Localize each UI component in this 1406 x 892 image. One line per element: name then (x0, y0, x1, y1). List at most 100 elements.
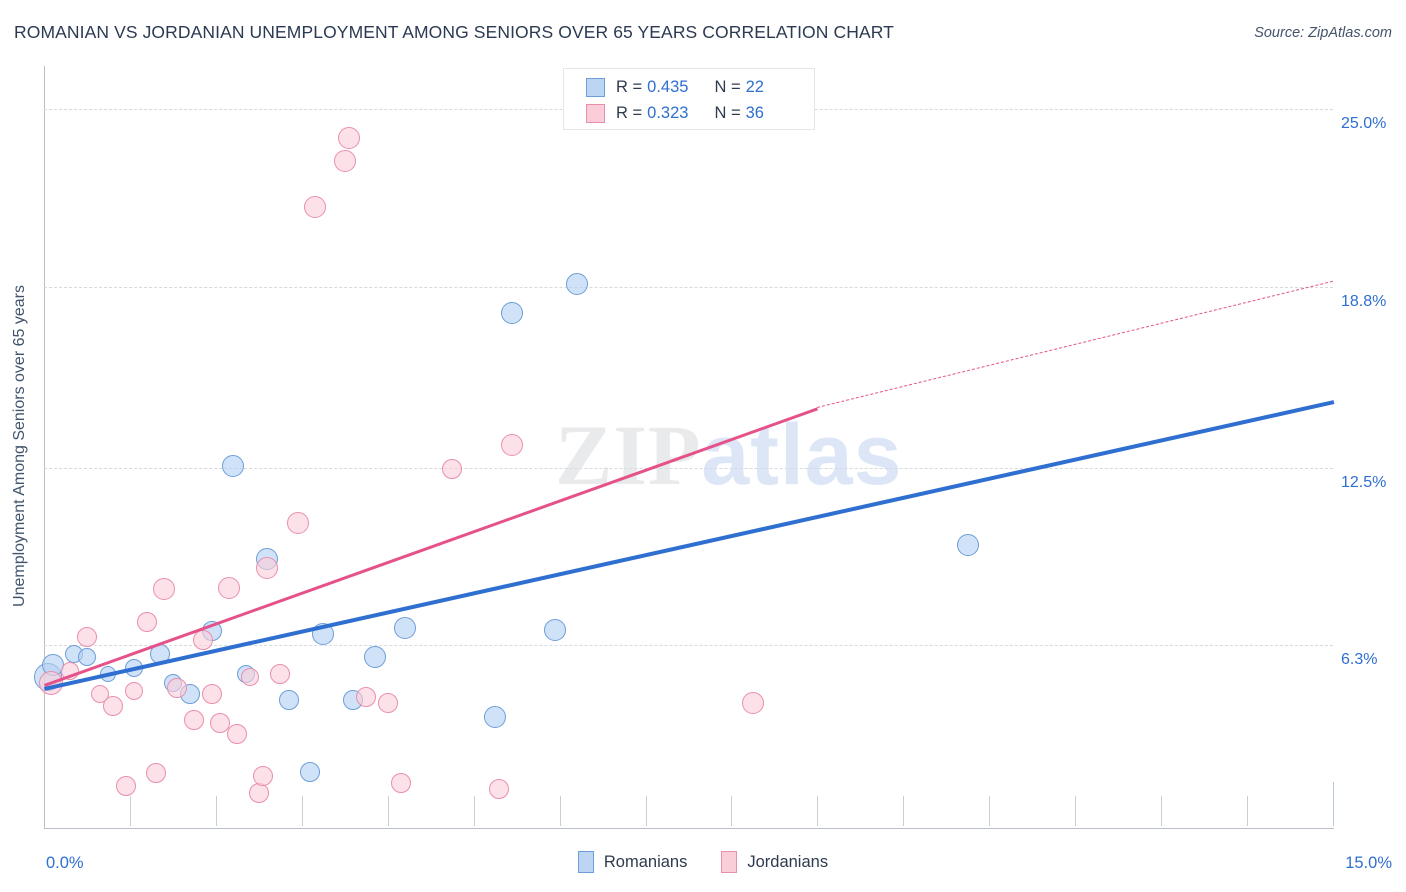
legend-swatch-romanians (586, 77, 605, 97)
data-point-jordanians[interactable] (741, 691, 764, 714)
data-point-jordanians[interactable] (153, 578, 176, 601)
series-swatch-romanians (577, 851, 594, 873)
x-axis-tick (989, 796, 991, 826)
r-label-jordanians: R = (616, 103, 643, 122)
y-axis-tick-label: 6.3% (1341, 651, 1378, 669)
data-point-jordanians[interactable] (489, 778, 510, 799)
r-value-romanians: 0.435 (647, 77, 689, 96)
r-label-romanians: R = (616, 77, 643, 96)
source-label: Source: ZipAtlas.com (1254, 25, 1392, 41)
data-point-jordanians[interactable] (248, 783, 269, 804)
x-axis-tick (215, 796, 217, 826)
data-point-jordanians[interactable] (137, 612, 158, 633)
y-axis-title-wrap: Unemployment Among Seniors over 65 years (11, 66, 28, 826)
x-axis-tick (1161, 796, 1163, 826)
data-point-jordanians[interactable] (184, 709, 205, 730)
n-value-jordanians: 36 (745, 103, 764, 122)
data-point-romanians[interactable] (150, 643, 170, 664)
data-point-romanians[interactable] (77, 647, 96, 666)
data-point-romanians[interactable] (312, 622, 335, 645)
series-legend: Romanians Jordanians (0, 851, 1406, 873)
stats-legend: R = 0.435 N = 22 R = 0.323 N = 36 (563, 68, 815, 130)
trendline-jordanians-extension (817, 281, 1334, 409)
data-point-romanians[interactable] (100, 666, 117, 682)
data-point-romanians[interactable] (393, 617, 416, 640)
data-point-jordanians[interactable] (115, 775, 136, 796)
x-axis-min-label: 0.0% (46, 854, 84, 872)
x-axis-line (44, 828, 1334, 829)
data-point-jordanians[interactable] (217, 576, 240, 599)
data-point-jordanians[interactable] (501, 433, 524, 456)
data-point-jordanians[interactable] (390, 772, 411, 793)
data-point-jordanians[interactable] (167, 678, 188, 699)
data-point-romanians[interactable] (501, 301, 524, 324)
data-point-jordanians[interactable] (253, 765, 274, 786)
plot-area: ZIPatlas 6.3% 12.5% 18.8% 25.0% (34, 66, 1386, 826)
gridline (44, 645, 1333, 647)
data-point-romanians[interactable] (300, 761, 321, 782)
series-legend-item-romanians[interactable]: Romanians (577, 851, 688, 873)
data-point-jordanians[interactable] (125, 682, 144, 701)
zipatlas-watermark: ZIPatlas (555, 405, 902, 505)
x-axis-tick (1247, 796, 1249, 826)
x-axis-end-tick (1333, 782, 1334, 826)
y-axis-title: Unemployment Among Seniors over 65 years (11, 285, 28, 607)
x-axis-tick (473, 796, 475, 826)
data-point-romanians[interactable] (565, 272, 588, 295)
data-point-jordanians[interactable] (377, 692, 398, 713)
data-point-jordanians[interactable] (76, 626, 97, 647)
y-axis-tick-label: 12.5% (1341, 473, 1387, 491)
data-point-jordanians[interactable] (38, 670, 63, 695)
x-axis-tick (1075, 796, 1077, 826)
gridline (44, 286, 1333, 288)
series-label-romanians: Romanians (603, 852, 688, 871)
x-axis-tick (645, 796, 647, 826)
x-axis-tick (387, 796, 389, 826)
data-point-romanians[interactable] (484, 706, 507, 729)
x-axis-tick (731, 796, 733, 826)
x-axis-tick (903, 796, 905, 826)
data-point-jordanians[interactable] (286, 512, 309, 535)
data-point-romanians[interactable] (125, 659, 144, 678)
data-point-romanians[interactable] (956, 533, 979, 556)
series-swatch-jordanians (721, 851, 738, 873)
x-axis-tick (817, 796, 819, 826)
data-point-romanians[interactable] (544, 618, 567, 641)
data-point-romanians[interactable] (222, 455, 245, 478)
data-point-jordanians[interactable] (90, 685, 109, 704)
r-value-jordanians: 0.323 (647, 103, 689, 122)
x-axis-max-label: 15.0% (1345, 854, 1392, 872)
x-axis-tick (129, 796, 131, 826)
data-point-jordanians[interactable] (210, 712, 231, 733)
data-point-jordanians[interactable] (356, 686, 377, 707)
data-point-jordanians[interactable] (338, 126, 361, 149)
data-point-jordanians[interactable] (270, 664, 291, 684)
data-point-romanians[interactable] (278, 689, 299, 710)
series-label-jordanians: Jordanians (747, 852, 829, 871)
data-point-jordanians[interactable] (192, 629, 213, 650)
trendline-romanians (44, 400, 1334, 691)
data-point-jordanians[interactable] (442, 458, 463, 479)
x-axis-tick (559, 796, 561, 826)
stats-legend-row-romanians: R = 0.435 N = 22 (586, 74, 814, 100)
watermark-zip: ZIP (555, 407, 702, 503)
x-axis-tick (301, 796, 303, 826)
y-axis-tick-label: 18.8% (1341, 292, 1387, 310)
data-point-jordanians[interactable] (256, 556, 279, 579)
y-axis-tick-label: 25.0% (1341, 115, 1387, 133)
page-title: ROMANIAN VS JORDANIAN UNEMPLOYMENT AMONG… (14, 22, 894, 42)
legend-swatch-jordanians (586, 103, 605, 123)
n-label-jordanians: N = (714, 103, 741, 122)
data-point-jordanians[interactable] (145, 762, 166, 783)
data-point-jordanians[interactable] (333, 149, 356, 172)
data-point-jordanians[interactable] (241, 667, 260, 686)
data-point-romanians[interactable] (363, 645, 386, 668)
data-point-jordanians[interactable] (227, 724, 248, 745)
stats-legend-row-jordanians: R = 0.323 N = 36 (586, 100, 814, 126)
series-legend-item-jordanians[interactable]: Jordanians (721, 851, 828, 873)
data-point-jordanians[interactable] (303, 195, 326, 218)
data-point-jordanians[interactable] (201, 684, 222, 705)
data-point-jordanians[interactable] (60, 662, 79, 681)
data-point-jordanians[interactable] (102, 695, 123, 716)
